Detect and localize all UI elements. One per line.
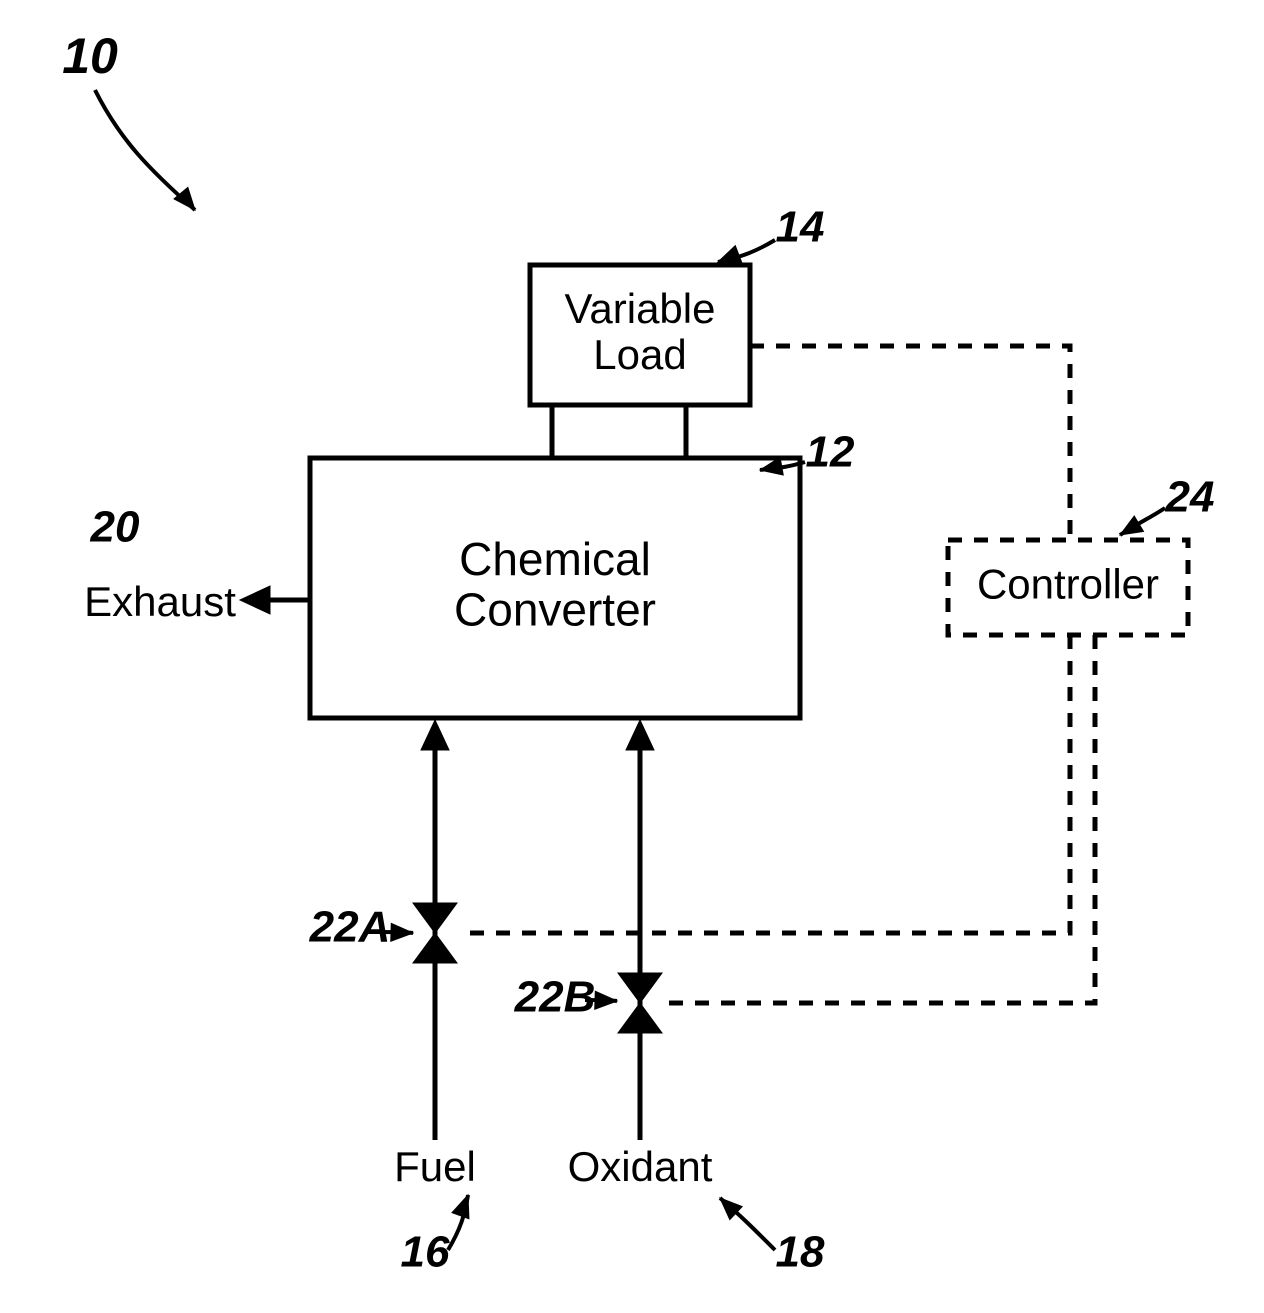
ref-16-leader bbox=[448, 1195, 469, 1250]
ref-10-leader bbox=[95, 90, 195, 210]
fuel-valve-icon bbox=[413, 903, 457, 933]
ref-14-leader bbox=[718, 240, 775, 262]
variable-load-label-1: Variable bbox=[565, 285, 716, 332]
exhaust-label: Exhaust bbox=[84, 578, 236, 625]
oxidant-valve-icon bbox=[618, 973, 662, 1003]
ref-20: 20 bbox=[90, 503, 140, 552]
oxidant-flow: Oxidant bbox=[568, 720, 713, 1190]
chemical-converter-box: ChemicalConverter bbox=[310, 458, 800, 718]
fuel-label: Fuel bbox=[394, 1143, 476, 1190]
ref-12: 12 bbox=[806, 428, 855, 477]
ref-18: 18 bbox=[776, 1228, 825, 1277]
ref-10: 10 bbox=[62, 28, 118, 84]
oxidant-label: Oxidant bbox=[568, 1143, 713, 1190]
variable-load-label-2: Load bbox=[593, 331, 686, 378]
ref-14: 14 bbox=[776, 203, 825, 252]
ref-22a: 22A bbox=[309, 903, 391, 952]
controller-label: Controller bbox=[977, 561, 1159, 608]
ref-24: 24 bbox=[1165, 473, 1215, 522]
ref-24-leader bbox=[1120, 508, 1165, 535]
ref-22b: 22B bbox=[514, 973, 596, 1022]
variable-load-box: VariableLoad bbox=[530, 265, 750, 405]
fuel-flow: Fuel bbox=[394, 720, 476, 1190]
chemical-converter-label-1: Chemical bbox=[459, 533, 651, 585]
exhaust-arrow: Exhaust bbox=[84, 578, 308, 625]
ref-16: 16 bbox=[401, 1228, 450, 1277]
ref-18-leader bbox=[720, 1198, 775, 1250]
controller-box: Controller bbox=[948, 540, 1188, 635]
chemical-converter-label-2: Converter bbox=[454, 583, 656, 635]
